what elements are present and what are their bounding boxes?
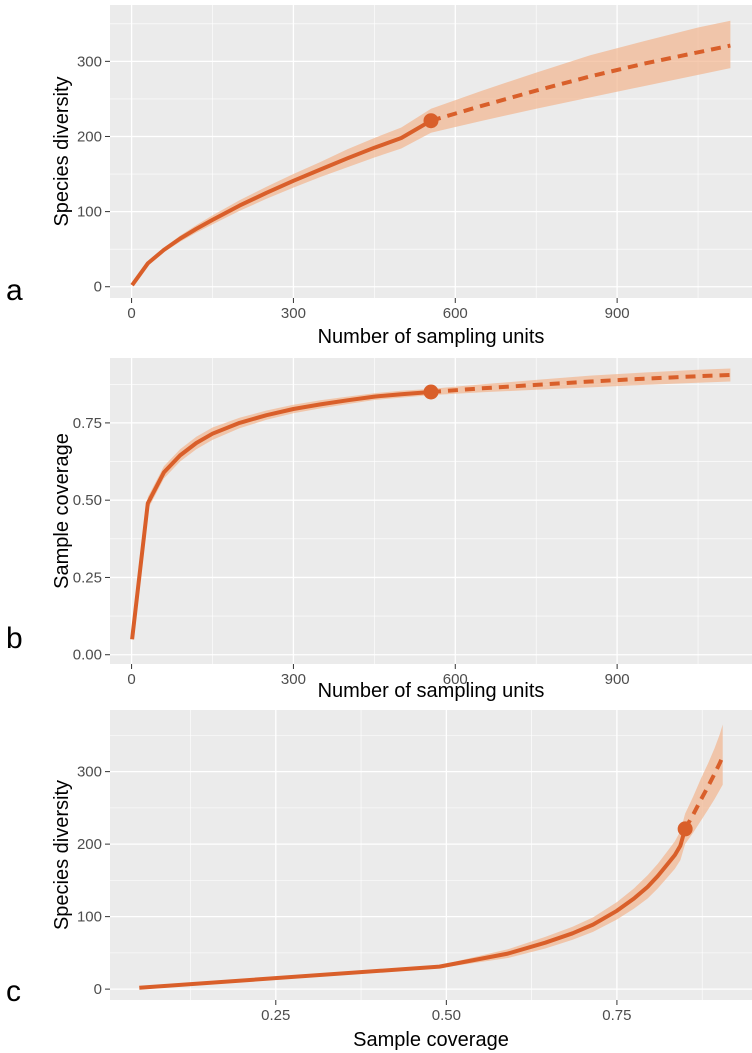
y-tick-label: 200: [77, 128, 102, 145]
y-tick-label: 0.50: [73, 492, 102, 509]
x-tick-label: 300: [281, 671, 306, 688]
y-tick-label: 0.75: [73, 415, 102, 432]
confidence-band-interpolated: [139, 813, 686, 988]
panel-letter: c: [6, 975, 21, 1008]
series-line-extrapolated: [430, 43, 731, 123]
x-tick-label: 0: [127, 305, 135, 322]
y-tick-label: 100: [77, 204, 102, 221]
series-line-interpolated: [130, 118, 433, 287]
y-tick-label: 100: [77, 909, 102, 926]
panel-letter: a: [6, 274, 23, 307]
x-tick-label: 600: [443, 671, 468, 688]
panel-background: [110, 358, 752, 664]
confidence-band-extrapolated: [431, 20, 731, 133]
x-tick-label: 0.25: [261, 1007, 290, 1024]
chart-panel-b: 0.00 0.25 0.50 0.75 0 300 600 900 Number of samp…: [6, 358, 752, 702]
panel-letter: b: [6, 622, 23, 655]
chart-panel-c: 0 100 200 300 0.25 0.50 0.75 Sample coverage Spe…: [6, 710, 752, 1051]
y-tick-label: 0: [94, 279, 102, 296]
y-tick-label: 0.25: [73, 569, 102, 586]
y-tick-label: 0.00: [73, 647, 102, 664]
x-tick-label: 300: [281, 305, 306, 322]
x-tick-label: 900: [605, 671, 630, 688]
observed-point: [423, 384, 439, 400]
x-axis-title: Number of sampling units: [318, 326, 545, 348]
panel-background: [110, 710, 752, 1000]
x-tick-label: 0: [127, 671, 135, 688]
y-tick-label: 200: [77, 836, 102, 853]
y-axis-title: Sample coverage: [51, 433, 73, 589]
x-axis-title: Sample coverage: [353, 1029, 509, 1051]
x-tick-label: 0.50: [432, 1007, 461, 1024]
y-tick-label: 300: [77, 764, 102, 781]
y-tick-label: 300: [77, 53, 102, 70]
chart-panel-a: 0 100 200 300 0 300 600 900 Number of sampling u…: [6, 5, 752, 348]
x-tick-label: 0.75: [602, 1007, 631, 1024]
y-axis-title: Species diversity: [51, 780, 73, 930]
observed-point: [677, 821, 693, 837]
observed-point: [423, 113, 439, 129]
x-tick-label: 600: [443, 305, 468, 322]
x-tick-label: 900: [605, 305, 630, 322]
series-line-extrapolated: [683, 755, 725, 830]
x-axis-title: Number of sampling units: [318, 680, 545, 702]
series-line-extrapolated: [430, 373, 731, 394]
series-line-interpolated: [130, 390, 432, 640]
series-line-interpolated: [139, 828, 688, 990]
y-tick-label: 0: [94, 981, 102, 998]
y-axis-title: Species diversity: [51, 76, 73, 226]
